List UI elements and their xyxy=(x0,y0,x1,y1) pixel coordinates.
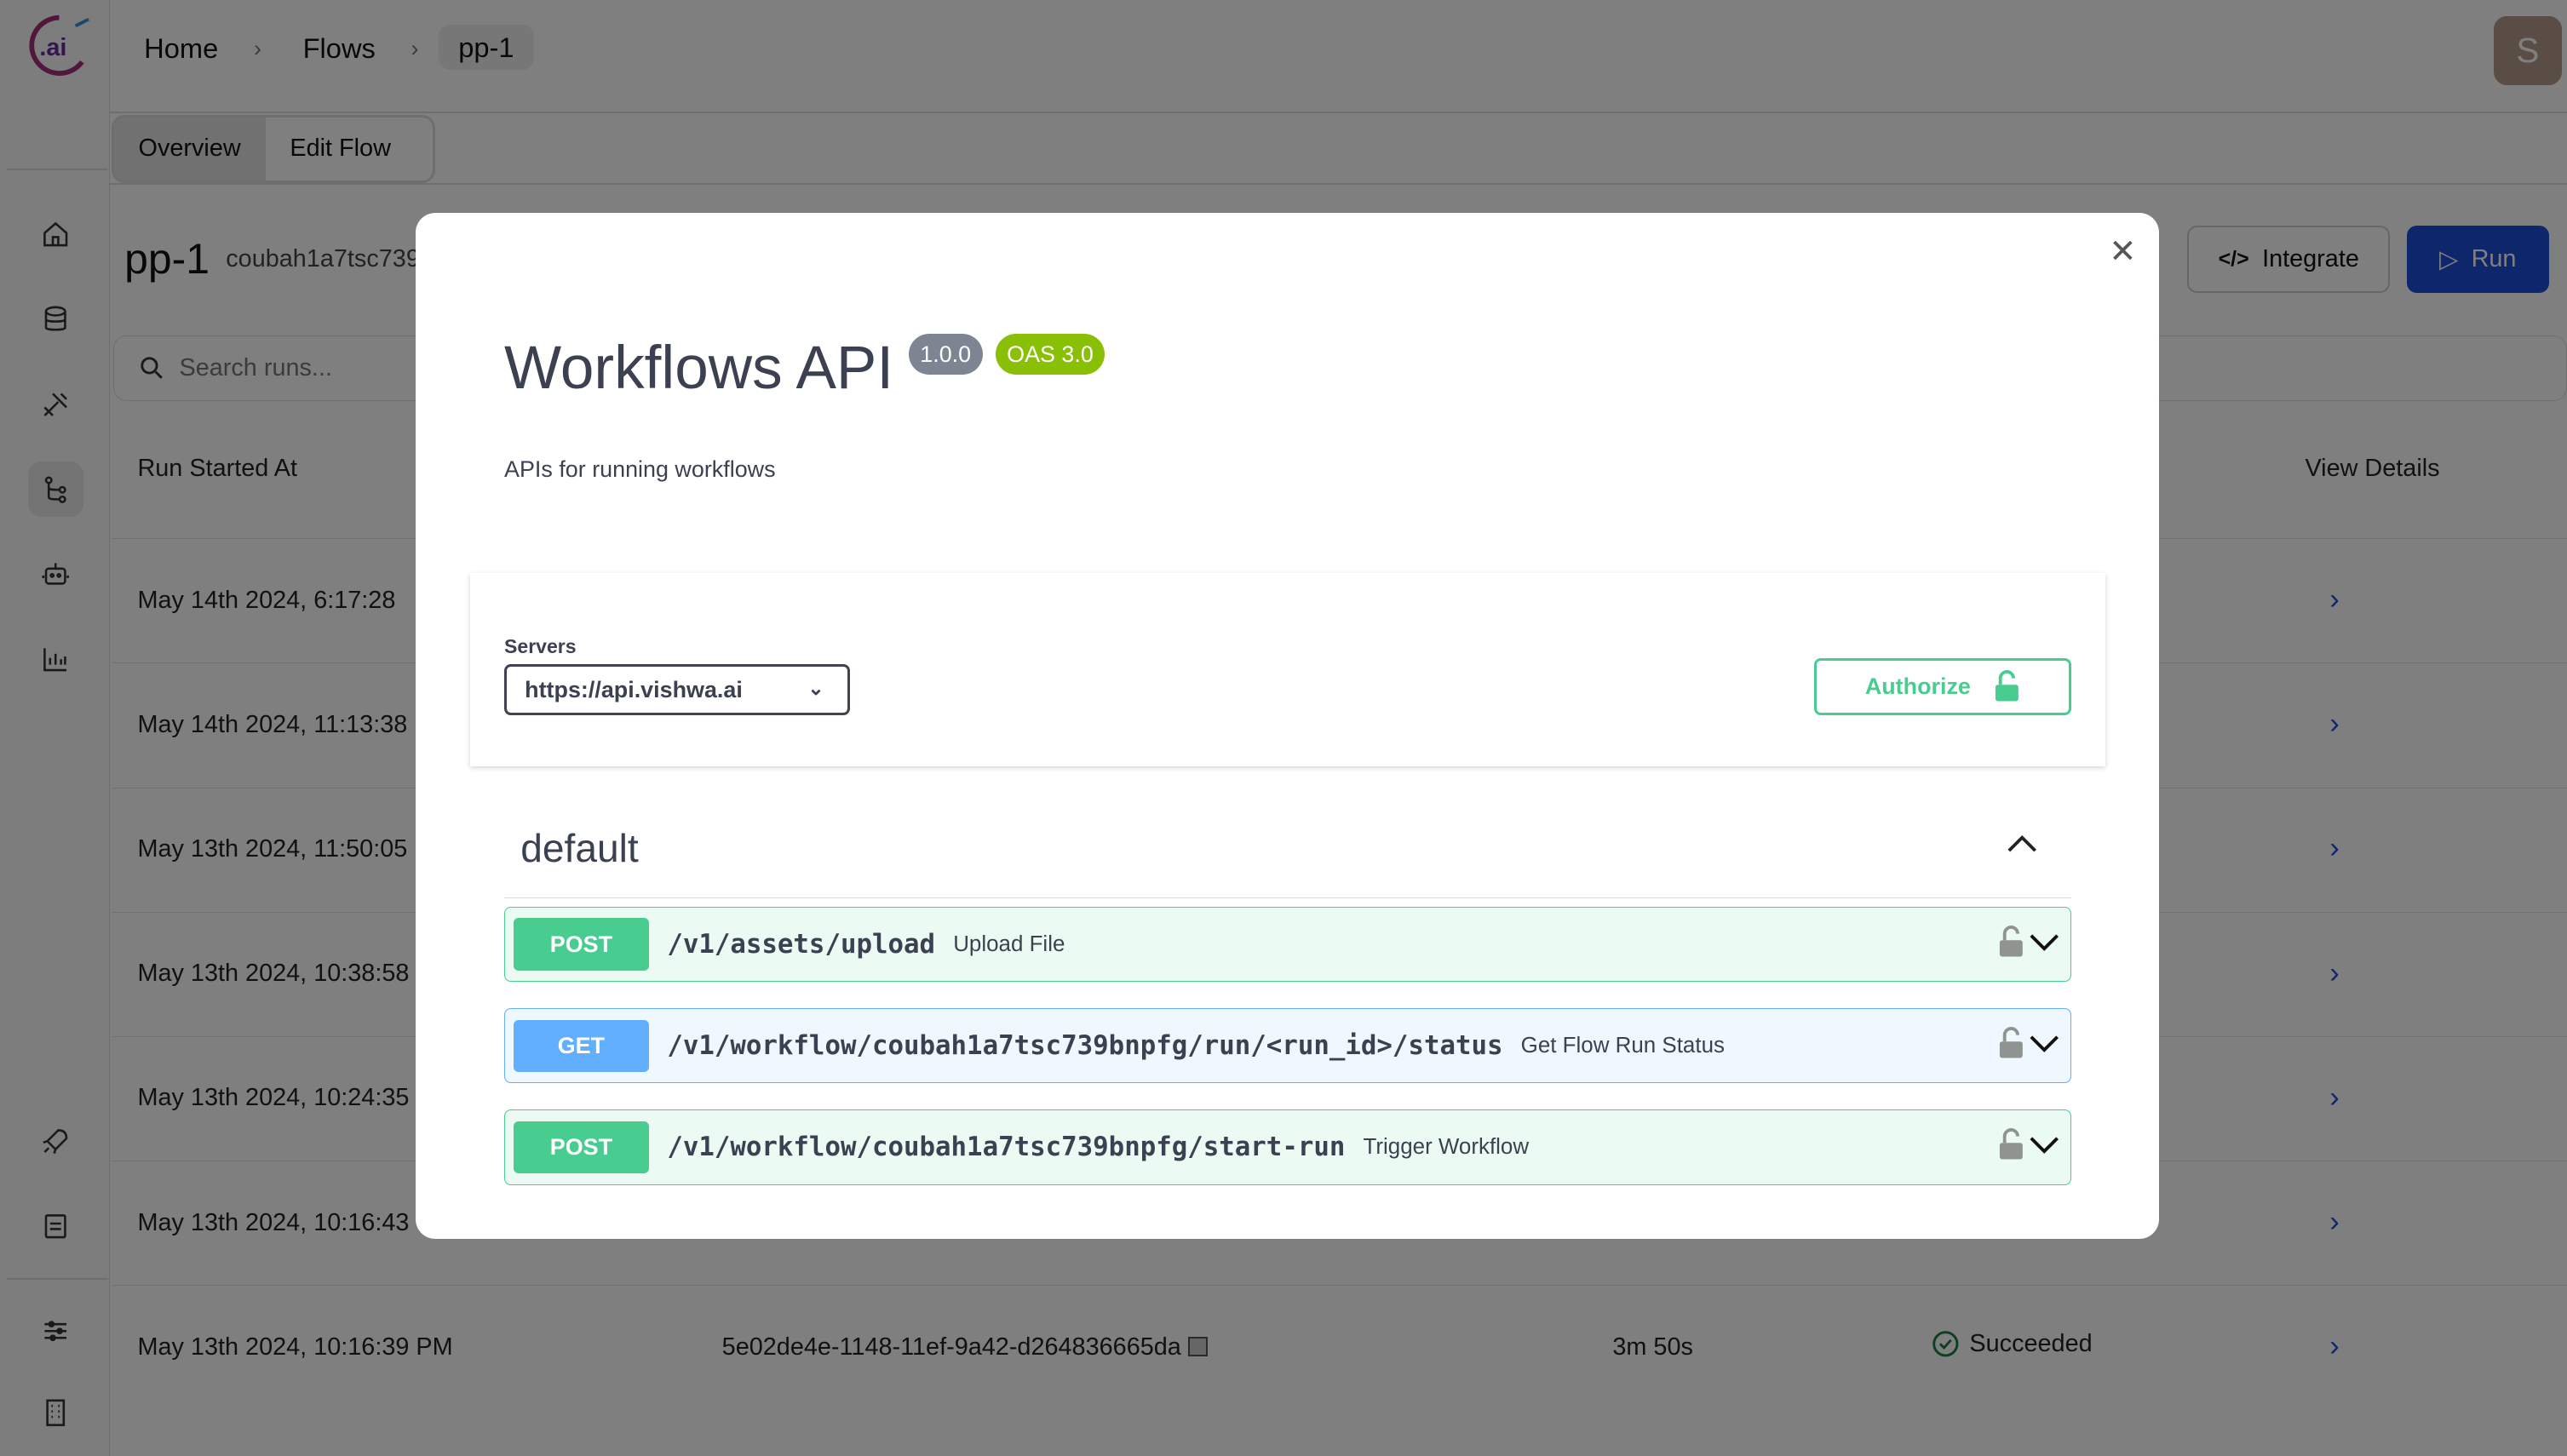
operation-summary: Trigger Workflow xyxy=(1363,1134,1530,1159)
operation-post[interactable]: POST/v1/workflow/coubah1a7tsc739bnpfg/st… xyxy=(504,1109,2071,1185)
api-docs-modal: ✕ Workflows API 1.0.0 OAS 3.0 APIs for r… xyxy=(416,212,2160,1240)
server-selected-value: https://api.vishwa.ai xyxy=(525,676,743,702)
server-select[interactable]: https://api.vishwa.ai ⌄ xyxy=(504,664,850,715)
tag-name: default xyxy=(520,825,639,870)
operation-path: /v1/assets/upload xyxy=(667,929,936,960)
operation-summary: Upload File xyxy=(953,931,1065,956)
tag-section-default[interactable]: default xyxy=(504,815,2071,899)
operation-path: /v1/workflow/coubah1a7tsc739bnpfg/start-… xyxy=(667,1132,1346,1163)
unlock-icon[interactable] xyxy=(1998,1128,2024,1161)
unlock-icon[interactable] xyxy=(1998,926,2024,958)
operation-path: /v1/workflow/coubah1a7tsc739bnpfg/run/<r… xyxy=(667,1030,1503,1062)
servers-label: Servers xyxy=(504,634,577,657)
close-icon[interactable]: ✕ xyxy=(2109,232,2137,270)
authorize-label: Authorize xyxy=(1864,673,1971,699)
api-title: Workflows API xyxy=(504,335,894,403)
api-description: APIs for running workflows xyxy=(504,456,776,483)
chevron-down-icon[interactable] xyxy=(2028,1133,2060,1156)
version-badge: 1.0.0 xyxy=(908,334,983,375)
chevron-up-icon[interactable] xyxy=(2006,831,2038,854)
operation-summary: Get Flow Run Status xyxy=(1520,1033,1725,1058)
servers-section: Servers https://api.vishwa.ai ⌄ Authorize xyxy=(469,572,2105,766)
oas-badge: OAS 3.0 xyxy=(995,334,1105,375)
method-badge: POST xyxy=(513,918,650,971)
unlock-icon xyxy=(1995,670,2019,702)
operation-post[interactable]: POST/v1/assets/upload Upload File xyxy=(504,906,2071,983)
authorize-button[interactable]: Authorize xyxy=(1813,657,2071,715)
method-badge: GET xyxy=(513,1019,650,1073)
unlock-icon[interactable] xyxy=(1998,1027,2024,1059)
chevron-down-icon: ⌄ xyxy=(807,676,824,699)
chevron-down-icon[interactable] xyxy=(2028,931,2060,954)
chevron-down-icon[interactable] xyxy=(2028,1032,2060,1055)
method-badge: POST xyxy=(513,1121,650,1174)
operation-get[interactable]: GET/v1/workflow/coubah1a7tsc739bnpfg/run… xyxy=(504,1008,2071,1084)
